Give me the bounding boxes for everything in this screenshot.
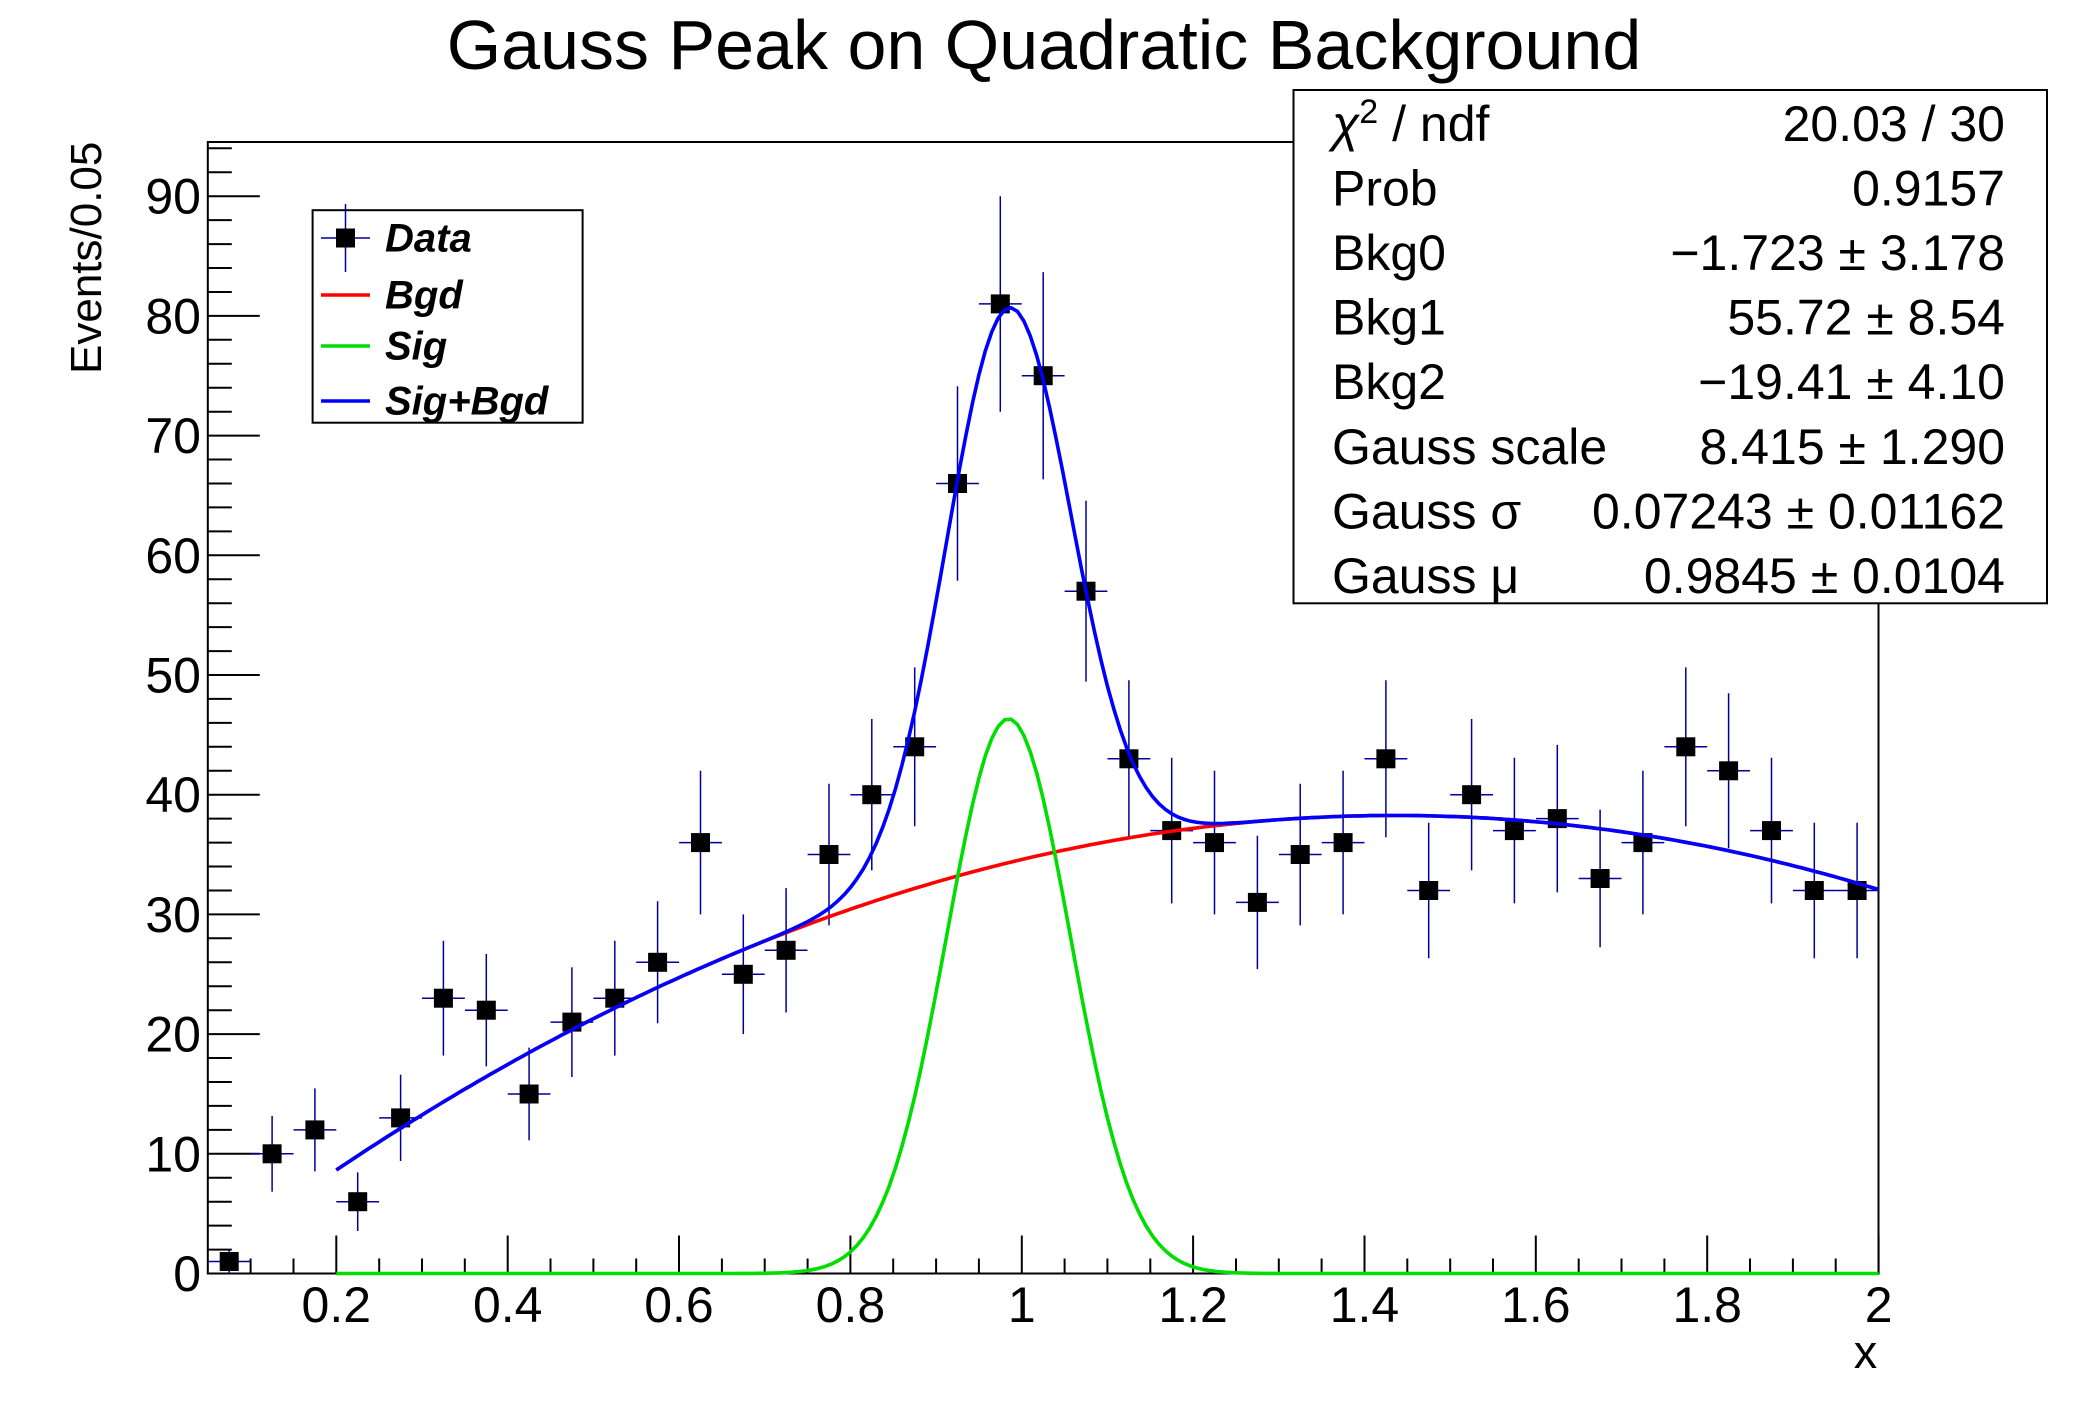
svg-text:Bkg0: Bkg0 [1332,225,1446,281]
svg-text:8.415 ± 1.290: 8.415 ± 1.290 [1700,419,2005,475]
svg-text:2: 2 [1865,1277,1893,1333]
svg-text:0: 0 [173,1246,201,1302]
svg-text:1.6: 1.6 [1501,1277,1571,1333]
svg-text:30: 30 [145,887,201,943]
svg-text:Sig+Bgd: Sig+Bgd [385,380,550,424]
svg-text:0.07243 ± 0.01162: 0.07243 ± 0.01162 [1592,483,2005,539]
svg-text:1.8: 1.8 [1672,1277,1742,1333]
svg-text:0.6: 0.6 [644,1277,714,1333]
svg-text:20.03 / 30: 20.03 / 30 [1783,96,2005,152]
svg-text:80: 80 [145,288,201,344]
svg-text:0.9157: 0.9157 [1852,161,2005,217]
svg-text:Gauss μ: Gauss μ [1332,548,1519,604]
svg-text:−1.723 ± 3.178: −1.723 ± 3.178 [1670,225,2005,281]
svg-text:Data: Data [385,217,472,261]
svg-text:0.9845 ± 0.0104: 0.9845 ± 0.0104 [1644,548,2005,604]
svg-text:40: 40 [145,767,201,823]
svg-text:50: 50 [145,648,201,704]
svg-text:χ2 / ndf: χ2 / ndf [1328,93,1490,152]
svg-text:60: 60 [145,528,201,584]
svg-text:Gauss scale: Gauss scale [1332,419,1607,475]
svg-text:20: 20 [145,1007,201,1063]
svg-text:Gauss σ: Gauss σ [1332,483,1521,539]
svg-text:0.4: 0.4 [473,1277,543,1333]
svg-text:Prob: Prob [1332,161,1438,217]
svg-text:Sig: Sig [385,325,447,369]
svg-text:55.72 ± 8.54: 55.72 ± 8.54 [1727,290,2005,346]
svg-text:0.8: 0.8 [816,1277,886,1333]
svg-text:0.2: 0.2 [302,1277,372,1333]
svg-text:90: 90 [145,169,201,225]
svg-text:Gauss Peak on Quadratic Backgr: Gauss Peak on Quadratic Background [447,6,1642,84]
svg-text:1: 1 [1008,1277,1036,1333]
svg-text:Bkg2: Bkg2 [1332,354,1446,410]
svg-text:1.2: 1.2 [1158,1277,1228,1333]
svg-text:70: 70 [145,408,201,464]
svg-text:Events/0.05: Events/0.05 [62,142,111,374]
svg-text:10: 10 [145,1126,201,1182]
svg-text:−19.41 ± 4.10: −19.41 ± 4.10 [1698,354,2005,410]
svg-text:x: x [1854,1325,1878,1378]
svg-text:Bgd: Bgd [385,274,464,318]
svg-text:Bkg1: Bkg1 [1332,290,1446,346]
svg-text:1.4: 1.4 [1330,1277,1400,1333]
